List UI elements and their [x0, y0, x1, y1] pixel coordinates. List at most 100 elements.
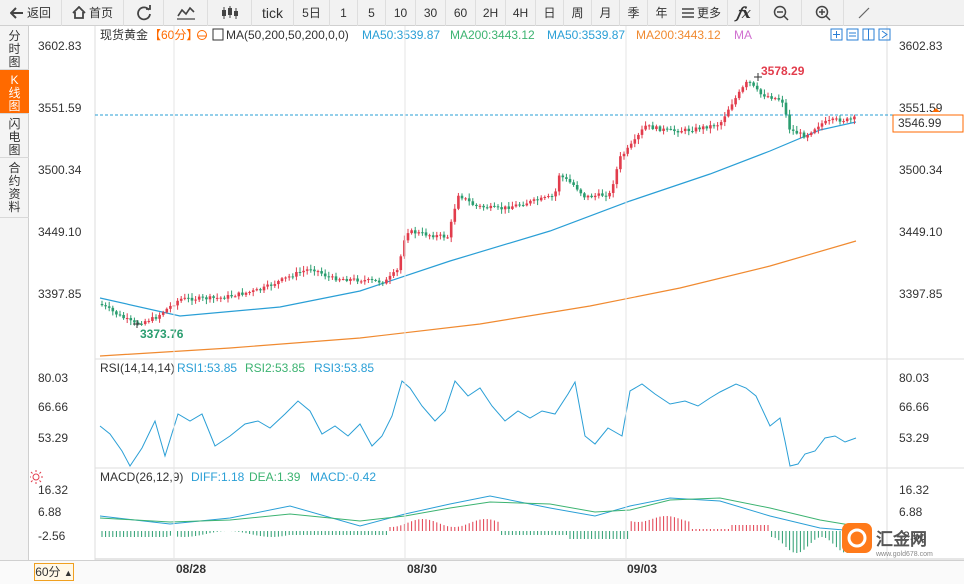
date-label: 09/03 [627, 562, 658, 576]
sidebar-tab-char: 电 [8, 130, 21, 144]
candle-body [723, 116, 727, 123]
period-button-年[interactable]: 年 [648, 0, 676, 26]
zoom-in-icon [815, 5, 831, 21]
price-tick-right: 3449.10 [899, 225, 943, 239]
candle-body [305, 269, 309, 271]
candle-body [791, 129, 795, 131]
tab-flash[interactable]: 闪电图 [0, 114, 29, 158]
candle-body [381, 282, 385, 284]
candlestick-button[interactable] [208, 0, 252, 26]
sun-icon[interactable] [32, 473, 40, 481]
candle-body [356, 278, 359, 282]
candle-body [514, 204, 518, 207]
period-button-1[interactable]: 1 [330, 0, 358, 26]
panel-controls[interactable] [830, 28, 891, 41]
tab-contract[interactable]: 合约资料 [0, 158, 29, 218]
period-button-5[interactable]: 5 [358, 0, 386, 26]
expand-icon [858, 7, 870, 19]
refresh-button[interactable] [124, 0, 164, 26]
sidebar-tab-char: 图 [8, 99, 21, 113]
window-icon[interactable] [846, 28, 859, 41]
period-button-60[interactable]: 60 [446, 0, 476, 26]
tick-button[interactable]: tick [252, 0, 294, 26]
chart-canvas[interactable]: 3602.83 3551.59 3500.34 3449.10 3397.85 … [29, 26, 964, 560]
chart-area[interactable]: 3602.83 3551.59 3500.34 3449.10 3397.85 … [29, 26, 964, 574]
price-axis: 3602.83 3551.59 3500.34 3449.10 3397.85 … [38, 39, 943, 301]
formula-icon[interactable] [212, 28, 224, 41]
candle-body [799, 132, 802, 134]
candle-body [100, 304, 104, 306]
crosshair-icon[interactable] [830, 28, 843, 41]
period-button-季[interactable]: 季 [620, 0, 648, 26]
candle-body [115, 311, 118, 315]
period-button-4H[interactable]: 4H [506, 0, 536, 26]
candle-body [197, 296, 201, 300]
macd-settings-icon[interactable] [29, 470, 43, 484]
candle-body [795, 130, 799, 134]
sidebar-tab-char: 分 [8, 29, 21, 43]
period-selector[interactable]: 60分 ▲ [34, 563, 74, 581]
candle-body [745, 81, 748, 88]
next-icon[interactable] [878, 28, 891, 41]
candle-body [392, 272, 395, 276]
zoom-out-button[interactable] [760, 0, 802, 26]
watermark-url: www.gold678.com [875, 551, 933, 558]
candle-body [471, 201, 475, 205]
candle-body [802, 132, 806, 138]
period-button-2H[interactable]: 2H [476, 0, 506, 26]
low-label: 3373.76 [140, 327, 184, 341]
home-button[interactable]: 首页 [62, 0, 124, 26]
candle-body [428, 235, 431, 237]
candle-body [496, 206, 500, 208]
dea-polyline [99, 497, 857, 527]
candle-body [712, 125, 716, 127]
candle-body [154, 317, 158, 319]
candle-body [334, 276, 338, 281]
line-chart-button[interactable] [164, 0, 208, 26]
expand-button[interactable] [844, 0, 884, 26]
formula-button[interactable]: 𝑓x [728, 0, 760, 26]
period-button-5日[interactable]: 5日 [294, 0, 330, 26]
candle-body [489, 205, 493, 209]
zoom-in-button[interactable] [802, 0, 844, 26]
more-button[interactable]: 更多 [676, 0, 728, 26]
price-tick-right: 3397.85 [899, 287, 943, 301]
candle-body [629, 143, 633, 148]
ma-legend-item: MA50:3539.87 [362, 28, 440, 42]
period-button-月[interactable]: 月 [592, 0, 620, 26]
candle-body [424, 232, 428, 236]
candle-body [658, 126, 662, 131]
candle-body [374, 279, 377, 281]
candle-body [230, 295, 233, 297]
candle-body [161, 312, 165, 315]
back-button[interactable]: 返回 [0, 0, 62, 26]
current-price-label: 3546.99 [898, 116, 942, 130]
candle-body [727, 109, 730, 117]
period-button-周[interactable]: 周 [564, 0, 592, 26]
candle-body [201, 296, 205, 298]
candle-body [773, 98, 777, 100]
candle-body [683, 128, 687, 132]
tab-timeshare[interactable]: 分时图 [0, 26, 29, 70]
rsi-legend-item: RSI3:53.85 [314, 361, 374, 375]
candle-body [190, 297, 194, 301]
period-button-10[interactable]: 10 [386, 0, 416, 26]
candle-body [259, 289, 262, 291]
candle-body [410, 230, 413, 234]
price-tick: 3449.10 [38, 225, 82, 239]
line-chart-icon [176, 6, 196, 20]
candle-body [615, 169, 619, 185]
candle-body [316, 271, 320, 273]
candle-body [295, 271, 298, 277]
macd-histogram [101, 516, 855, 553]
settings-icon[interactable] [197, 30, 207, 40]
candle-body [457, 195, 460, 209]
period-button-30[interactable]: 30 [416, 0, 446, 26]
candle-body [845, 118, 849, 122]
candle-body [806, 135, 809, 138]
rsi-axis: 80.03 66.66 53.29 80.03 66.66 53.29 [38, 371, 929, 445]
candle-body [817, 126, 820, 130]
candle-body [176, 300, 179, 306]
period-button-日[interactable]: 日 [536, 0, 564, 26]
